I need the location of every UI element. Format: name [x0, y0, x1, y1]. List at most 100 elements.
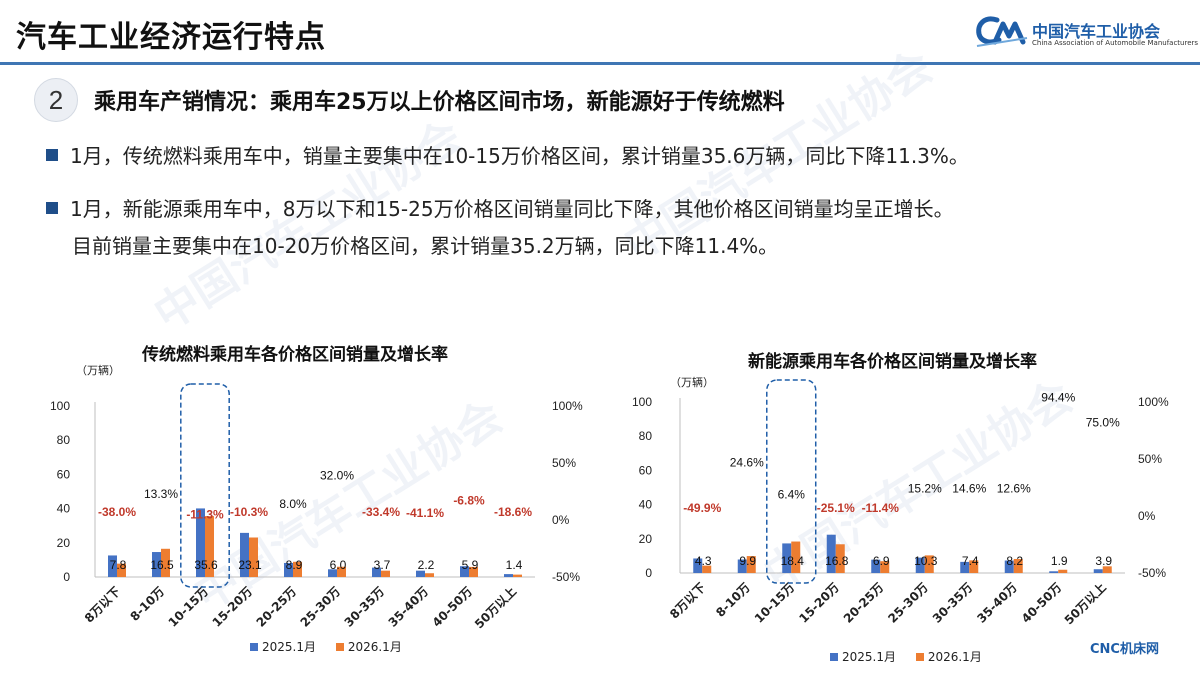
y2-tick-label: 0%: [552, 513, 570, 527]
bar-2025: [782, 543, 792, 573]
bar-2026: [1013, 558, 1023, 573]
legend-label-2025: 2025.1月: [262, 640, 316, 654]
x-category-label: 15-20万: [210, 584, 256, 630]
bar-2026: [835, 544, 845, 573]
chart-legend: 2025.1月 2026.1月: [830, 648, 998, 665]
bar-2025: [737, 559, 747, 573]
growth-rate-label: -11.3%: [186, 507, 224, 521]
x-category-label: 25-30万: [298, 584, 344, 630]
x-category-label: 35-40万: [386, 584, 432, 630]
y2-tick-label: -50%: [1138, 566, 1166, 580]
chart-legend: 2025.1月 2026.1月: [250, 638, 418, 655]
page-title: 汽车工业经济运行特点: [16, 20, 326, 55]
bar-2026: [117, 563, 126, 577]
source-watermark: CNC机床网: [1090, 642, 1159, 657]
bar-2025: [152, 552, 161, 577]
chart-title: 传统燃料乘用车各价格区间销量及增长率: [142, 345, 448, 365]
legend-label-2025: 2025.1月: [842, 650, 896, 664]
growth-rate-label: -41.1%: [406, 506, 444, 520]
bar-2026: [337, 566, 346, 577]
growth-rate-label: 13.3%: [144, 487, 178, 501]
growth-rate-label: 94.4%: [1041, 390, 1075, 404]
growth-rate-label: 6.4%: [778, 487, 806, 501]
bar-2026: [746, 556, 756, 573]
x-category-label: 25-30万: [885, 580, 931, 626]
logo-chinese-name: 中国汽车工业协会: [1032, 22, 1161, 41]
bar-2025: [1004, 560, 1014, 573]
bar-2026: [161, 548, 170, 577]
x-category-label: 10-15万: [166, 584, 212, 630]
legend-label-2026: 2026.1月: [927, 650, 982, 664]
x-category-label: 20-25万: [841, 580, 887, 626]
y-tick-label: 60: [639, 463, 653, 477]
bar-2025: [1093, 569, 1103, 573]
growth-rate-label: -33.4%: [362, 505, 400, 519]
bullet-text: 1月，传统燃料乘用车中，销量主要集中在10-15万价格区间，累计销量35.6万辆…: [70, 144, 969, 168]
unit-label: （万辆）: [670, 376, 714, 389]
y-tick-label: 20: [639, 532, 653, 546]
y-tick-label: 80: [57, 433, 71, 447]
x-category-label: 40-50万: [430, 584, 476, 630]
x-category-label: 50万以上: [1061, 580, 1109, 628]
bar-value-label: 18.4: [781, 554, 805, 568]
growth-rate-label: 14.6%: [952, 482, 986, 496]
unit-label: （万辆）: [76, 364, 120, 377]
y-tick-label: 40: [639, 498, 653, 512]
bar-value-label: 9.9: [739, 554, 756, 568]
bar-value-label: 23.1: [238, 558, 262, 572]
bullet-square-icon: [46, 202, 58, 214]
highlight-box: [766, 379, 817, 584]
y-tick-label: 40: [57, 502, 71, 516]
bar-2025: [196, 508, 205, 577]
bar-value-label: 6.0: [330, 558, 347, 572]
bar-2025: [284, 562, 293, 577]
highlight-box: [180, 383, 230, 588]
x-category-label: 20-25万: [254, 584, 300, 630]
legend-swatch-2026: [915, 653, 924, 661]
bar-value-label: 7.4: [962, 554, 979, 568]
bar-2026: [425, 573, 434, 577]
page-header: 汽车工业经济运行特点 中国汽车工业协会 China Association of…: [0, 0, 1200, 65]
bar-2025: [1049, 571, 1059, 573]
y2-tick-label: 100%: [1138, 395, 1169, 409]
x-category-label: 15-20万: [796, 580, 842, 626]
growth-rate-label: -25.1%: [817, 501, 855, 515]
bar-value-label: 1.4: [506, 558, 523, 572]
bar-value-label: 5.9: [462, 558, 479, 572]
growth-rate-label: 12.6%: [997, 482, 1031, 496]
x-category-label: 8万以下: [82, 584, 123, 625]
bar-2025: [960, 561, 970, 573]
bar-2026: [469, 566, 478, 577]
bar-2026: [791, 541, 801, 573]
bar-2026: [880, 561, 890, 573]
growth-rate-label: -38.0%: [98, 505, 136, 519]
association-logo: 中国汽车工业协会 China Association of Automobile…: [975, 14, 1198, 58]
bar-value-label: 1.9: [1051, 554, 1068, 568]
section-heading: 2 乘用车产销情况：乘用车25万以上价格区间市场，新能源好于传统燃料: [34, 74, 1174, 124]
bar-2026: [1058, 569, 1068, 573]
y-tick-label: 100: [50, 399, 70, 413]
bar-2025: [328, 569, 337, 577]
x-category-label: 8-10万: [128, 584, 168, 624]
legend-swatch-2025: [830, 653, 838, 661]
growth-rate-label: 24.6%: [730, 455, 764, 469]
bar-value-label: 2.2: [418, 558, 435, 572]
bullet-continuation: 目前销量主要集中在10-20万价格区间，累计销量35.2万辆，同比下降11.4%…: [72, 234, 779, 258]
x-category-label: 10-15万: [752, 580, 798, 626]
watermark-text: 中国汽车工业协会: [145, 110, 472, 341]
y-tick-label: 0: [645, 566, 652, 580]
x-category-label: 35-40万: [974, 580, 1020, 626]
x-category-label: 8万以下: [667, 580, 708, 621]
bar-value-label: 35.6: [194, 558, 218, 572]
bar-2025: [108, 555, 117, 577]
growth-rate-label: 8.0%: [279, 497, 307, 511]
bar-2026: [293, 561, 302, 577]
bar-2026: [205, 516, 214, 577]
bar-2026: [702, 565, 712, 573]
bar-2025: [460, 566, 469, 577]
growth-rate-label: -6.8%: [453, 494, 485, 508]
x-category-label: 50万以上: [471, 584, 519, 632]
chart-plot: 0 20 40 60 80 100 -50% 0% 50% 100% 4.3 -49.9% 8万以下 9.…: [632, 379, 1169, 628]
header-divider: [0, 62, 1200, 65]
bar-value-label: 10.3: [914, 554, 938, 568]
